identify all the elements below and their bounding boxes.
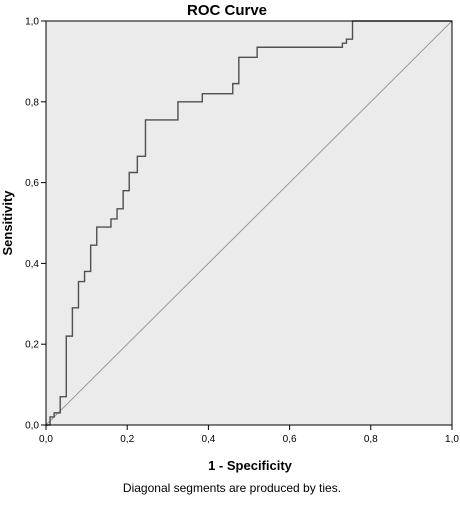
y-tick-label: 0,6	[25, 178, 39, 189]
x-tick-label: 0,6	[283, 434, 297, 445]
x-axis-label: 1 - Specificity	[208, 458, 293, 473]
roc-curve-line	[46, 20, 452, 426]
x-tick-label: 1,0	[445, 434, 459, 445]
plot-area: 0,00,0 0,2 0,2 0,4 0,4 0,6 0,6 0,8 0,8 1,0 1,0	[25, 17, 459, 446]
y-tick-label: 1,0	[25, 17, 39, 28]
footnote: Diagonal segments are produced by ties.	[123, 481, 341, 495]
y-axis-label: Sensitivity	[0, 190, 15, 256]
y-tick-label: 0,8	[25, 97, 39, 108]
y-tick-label: 0,0	[25, 421, 39, 432]
chart-title: ROC Curve	[187, 2, 267, 19]
x-tick-label: 0,8	[364, 434, 378, 445]
x-tick-label: 0,0	[39, 434, 53, 445]
y-tick-label: 0,2	[25, 340, 39, 351]
x-tick-label: 0,4	[201, 434, 215, 445]
plot-frame	[45, 20, 453, 426]
reference-line	[45, 20, 453, 426]
y-tick-label: 0,4	[25, 259, 39, 270]
x-tick-label: 0,2	[120, 434, 134, 445]
